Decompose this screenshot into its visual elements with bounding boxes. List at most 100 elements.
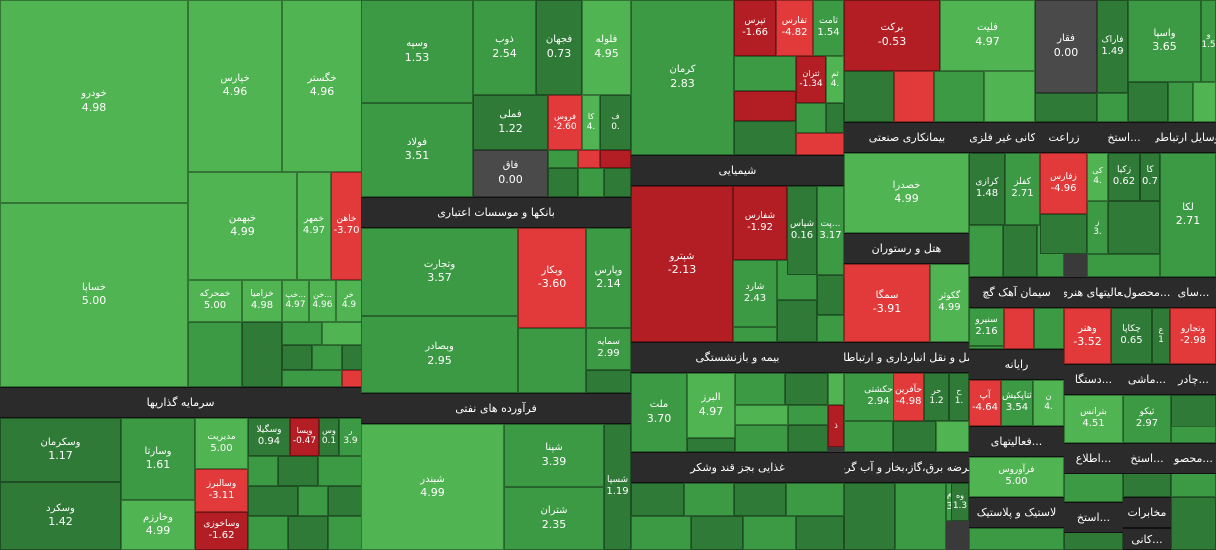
stock-tile[interactable]: خگستر 4.96 [282,0,362,172]
stock-tile[interactable]: کرمان 2.83 [631,0,734,155]
stock-tile[interactable]: فلوله 4.95 [582,0,631,95]
stock-tile[interactable]: وساخوزی -1.62 [195,512,248,550]
stock-tile[interactable]: ن 4. [1033,380,1064,426]
stock-change: 4.96 [312,300,333,311]
stock-tile[interactable]: وپارس 2.14 [586,228,631,328]
stock-tile[interactable]: وس 0.1 [319,418,339,456]
stock-tile[interactable]: کا 4. [582,95,600,150]
stock-tile[interactable]: وتجارت 3.57 [361,228,518,316]
stock-change: 4. [1044,402,1053,413]
stock-tile[interactable]: ثم 4. [826,56,844,103]
stock-tile[interactable]: ثیکو 2.97 [1123,395,1171,443]
stock-tile[interactable]: فولاد 3.51 [361,103,473,197]
filler-tile [282,322,322,345]
stock-tile[interactable]: ثتران -1.34 [796,56,826,103]
stock-tile[interactable]: شفارس -1.92 [733,186,787,260]
stock-tile[interactable]: شپترو -2.13 [631,186,733,342]
stock-tile[interactable]: شبندر 4.99 [361,424,504,550]
filler-tile [248,456,278,486]
stock-tile[interactable]: شسپا 1.19 [604,424,631,550]
stock-tile[interactable]: سنیرو 2.16 [969,308,1004,346]
stock-tile[interactable]: ر 3.9 [339,418,362,456]
stock-tile[interactable]: خاهن -3.70 [331,172,362,280]
stock-tile[interactable]: فرآوروس 5.00 [969,457,1064,497]
stock-tile[interactable]: وهنر -3.52 [1064,308,1111,364]
stock-tile[interactable]: ذوب 2.54 [473,0,536,95]
stock-tile[interactable]: حر 1.2 [924,373,949,421]
stock-name: شسپا [606,475,629,486]
stock-tile[interactable]: فلیت 4.97 [940,0,1035,71]
stock-tile[interactable]: خودرو 4.98 [0,0,188,203]
stock-tile[interactable]: ثامت 1.54 [813,0,844,56]
stock-tile[interactable]: تپرس -1.66 [734,0,776,56]
stock-tile[interactable]: وسپه 1.53 [361,0,473,103]
stock-tile[interactable]: خپارس 4.96 [188,0,282,172]
stock-tile[interactable]: خن... 4.96 [309,280,336,322]
stock-change: 4. [1093,176,1102,187]
stock-tile[interactable]: ز 3. [1087,201,1108,254]
stock-tile[interactable]: زفارس -4.96 [1040,153,1087,214]
stock-tile[interactable]: چکاپا 0.65 [1111,308,1152,364]
stock-tile[interactable]: ملت 3.70 [631,373,687,452]
stock-tile[interactable]: حآفرین -4.98 [893,373,924,421]
stock-tile[interactable]: بترانس 4.51 [1064,395,1123,443]
stock-tile[interactable]: فملی 1.22 [473,95,548,150]
stock-tile[interactable]: پت... 3.17 [817,186,844,275]
stock-tile[interactable]: خمحرکه 5.00 [188,280,242,322]
stock-tile[interactable]: وسارتا 1.61 [121,418,195,500]
stock-tile[interactable]: وسگیلا 0.94 [248,418,290,456]
stock-tile[interactable]: شپاس 0.16 [787,186,817,275]
stock-tile[interactable]: ذ [828,405,844,447]
stock-tile[interactable]: و 1.5 [1201,0,1216,82]
stock-tile[interactable]: کفلز 2.71 [1005,153,1040,225]
filler-tile [298,486,328,516]
stock-tile[interactable]: واسپا 3.65 [1128,0,1201,82]
stock-tile[interactable]: خصدرا 4.99 [844,153,969,233]
stock-tile[interactable]: آپ -4.64 [969,380,1001,426]
stock-tile[interactable]: البرز 4.97 [687,373,735,438]
stock-tile[interactable]: فاراک 1.49 [1097,0,1128,93]
stock-tile[interactable]: ویسا -0.47 [290,418,319,456]
stock-tile[interactable]: تفارس -4.82 [776,0,813,56]
stock-tile[interactable]: خپ... 4.97 [282,280,309,322]
stock-change: 3.65 [1152,40,1177,54]
stock-tile[interactable]: فجهان 0.73 [536,0,582,95]
stock-tile[interactable]: سمایه 2.99 [586,328,631,370]
stock-tile[interactable]: فروس -2.60 [548,95,582,150]
stock-tile[interactable]: خر 4.9 [336,280,362,322]
stock-tile[interactable]: وخارزم 4.99 [121,500,195,550]
stock-tile[interactable]: کا 0.7 [1140,153,1160,201]
stock-tile[interactable]: کرازی 1.48 [969,153,1005,225]
stock-tile[interactable]: لکا 2.71 [1160,153,1216,277]
stock-tile[interactable]: وبکار -3.60 [518,228,586,328]
stock-name: خمحرکه [199,289,231,300]
stock-tile[interactable]: سمگا -3.91 [844,264,930,342]
stock-tile[interactable]: وتجارو -2.98 [1170,308,1216,364]
sector-header: سای... [1171,277,1216,308]
stock-tile[interactable]: کی 4. [1087,153,1108,201]
stock-tile[interactable]: ثتاپکیش 3.54 [1001,380,1033,426]
stock-tile[interactable]: زکیا 0.62 [1108,153,1140,201]
stock-tile[interactable]: وسکرمان 1.17 [0,418,121,482]
stock-tile[interactable]: مدیریت 5.00 [195,418,248,469]
stock-tile[interactable]: ح 1. [949,373,969,421]
stock-tile[interactable]: شارد 2.43 [733,260,777,327]
stock-tile[interactable]: وسکرد 1.42 [0,482,121,550]
stock-tile[interactable]: خمهر 4.97 [297,172,331,280]
stock-tile[interactable]: ف 0. [600,95,631,150]
stock-name: ثم [831,68,839,78]
stock-tile[interactable]: فاق 0.00 [473,150,548,197]
filler-tile [734,91,796,121]
stock-tile[interactable]: شتران 2.35 [504,487,604,550]
stock-tile[interactable]: شپنا 3.39 [504,424,604,487]
stock-tile[interactable]: خساپا 5.00 [0,203,188,387]
stock-tile[interactable]: وبصادر 2.95 [361,316,518,393]
stock-tile[interactable]: وسالبرز -3.11 [195,469,248,512]
stock-tile[interactable]: وه 1.3 [951,483,969,521]
stock-tile[interactable]: فقار 0.00 [1035,0,1097,93]
stock-tile[interactable]: خزامیا 4.98 [242,280,282,322]
stock-tile[interactable]: خبهمن 4.99 [188,172,297,280]
stock-tile[interactable]: گکوثر 4.99 [930,264,969,342]
stock-tile[interactable]: برکت -0.53 [844,0,940,71]
